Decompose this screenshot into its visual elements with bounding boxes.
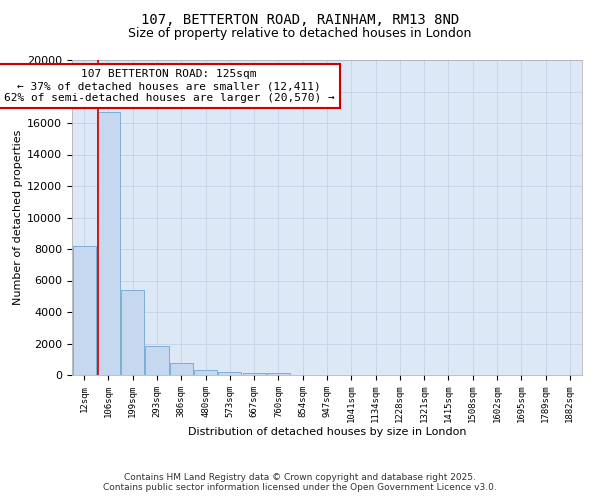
Bar (218, 372, 241, 375)
Y-axis label: Number of detached properties: Number of detached properties (13, 130, 23, 305)
X-axis label: Distribution of detached houses by size in London: Distribution of detached houses by size … (188, 426, 466, 436)
Text: 107 BETTERTON ROAD: 125sqm
← 37% of detached houses are smaller (12,411)
62% of : 107 BETTERTON ROAD: 125sqm ← 37% of deta… (4, 70, 335, 102)
Bar (242, 372, 266, 375)
Text: Size of property relative to detached houses in London: Size of property relative to detached ho… (128, 28, 472, 40)
Bar (121, 290, 144, 375)
Text: 107, BETTERTON ROAD, RAINHAM, RM13 8ND: 107, BETTERTON ROAD, RAINHAM, RM13 8ND (141, 12, 459, 26)
Text: Contains HM Land Registry data © Crown copyright and database right 2025.
Contai: Contains HM Land Registry data © Crown c… (103, 473, 497, 492)
Bar (73, 246, 95, 375)
Bar (145, 346, 169, 375)
Bar (267, 372, 290, 375)
Bar (97, 112, 120, 375)
Bar (170, 363, 193, 375)
Bar (194, 370, 217, 375)
